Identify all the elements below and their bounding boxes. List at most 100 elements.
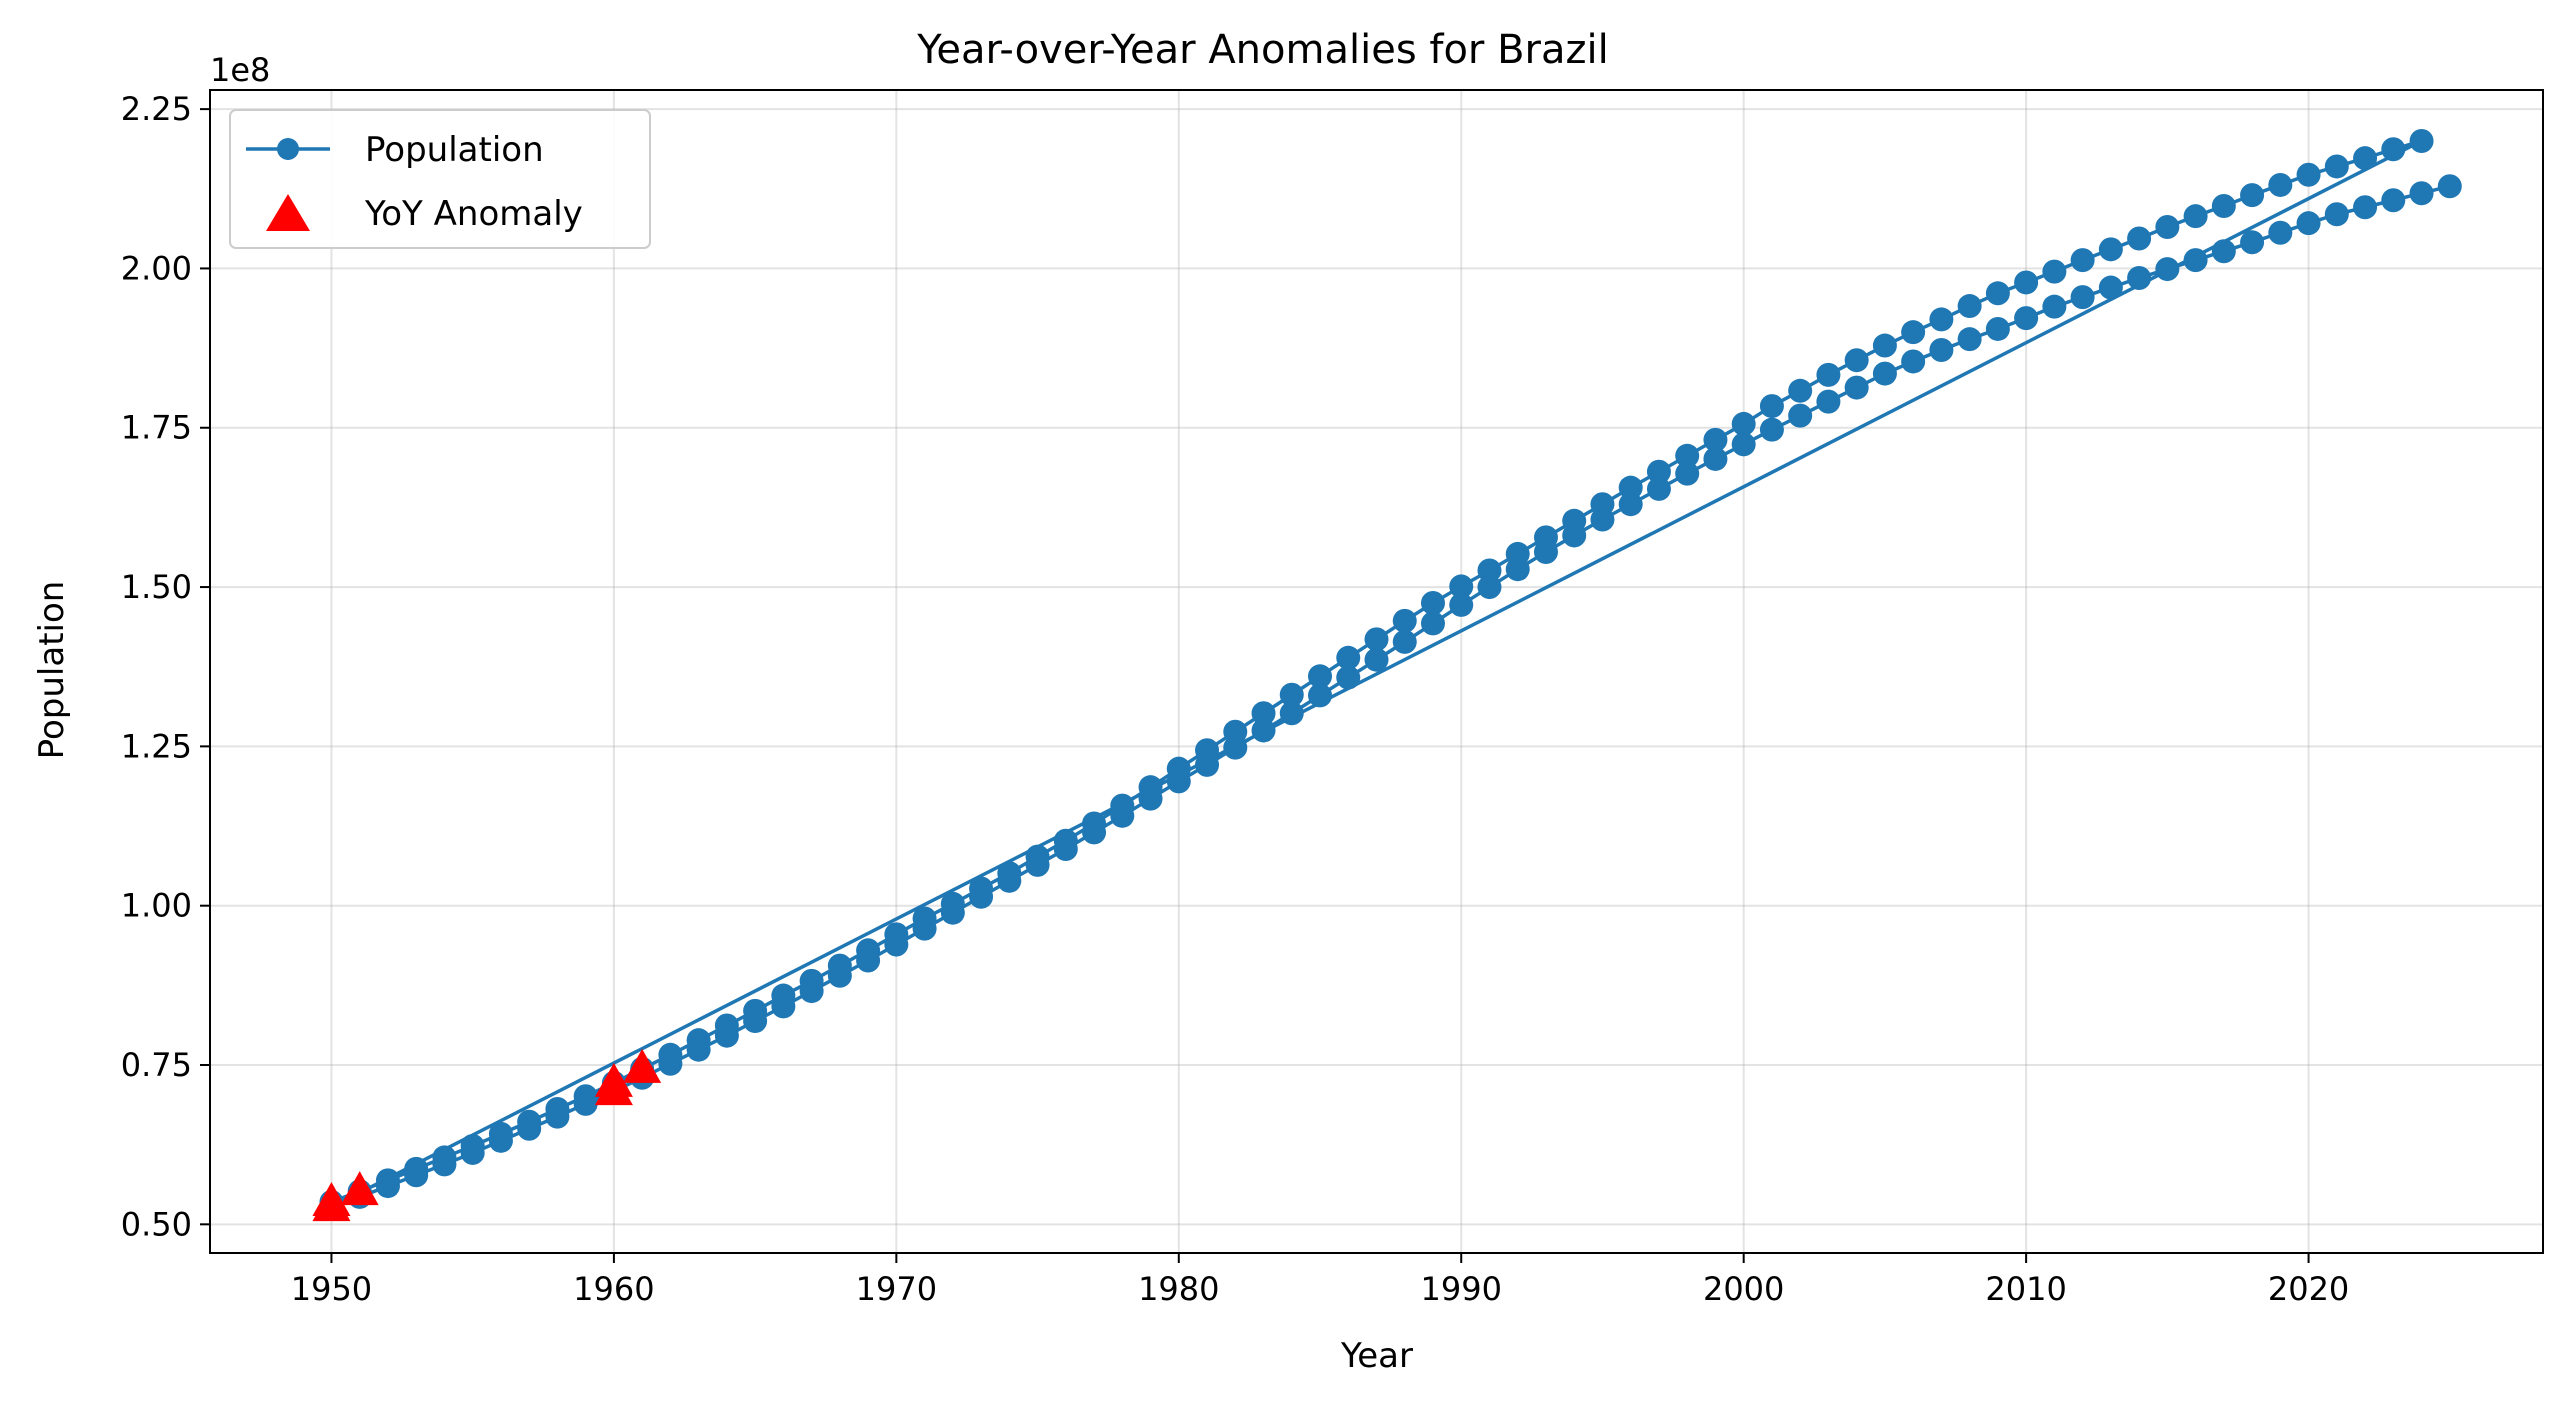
population-point [1420,611,1445,636]
population-point [1844,348,1869,373]
y-tick-label: 1.25 [121,727,192,765]
grid [210,90,2543,1253]
population-point [1957,294,1982,319]
legend-triangle-marker [266,194,310,231]
legend-circle-marker [277,138,299,160]
population-point [517,1116,542,1141]
population-point [2240,183,2265,208]
population-point [1929,307,1954,332]
anomaly-point [340,1171,379,1206]
x-tick-label: 2010 [1985,1270,2066,1308]
population-point [1759,394,1784,419]
population-point [1844,375,1869,400]
population-point [2014,306,2039,331]
population-point [2353,195,2378,220]
y-tick-label: 0.50 [121,1205,192,1243]
population-point [2240,230,2265,255]
population-point [2211,193,2236,218]
population-point [912,916,937,941]
population-point [488,1128,513,1153]
population-point [1985,316,2010,341]
population-point [771,994,796,1019]
population-point [1929,338,1954,363]
population-point [460,1140,485,1165]
population-point [2155,257,2180,282]
axis-ticks: 1950 1960 1970 1980 1990 2000 2010 2020 0.50 0.75… [121,90,2350,1308]
population-point [1336,665,1361,690]
population-point [573,1091,598,1116]
population-point [2296,162,2321,187]
population-point [1590,507,1615,532]
population-point [1901,349,1926,374]
population-point [827,963,852,988]
plot-frame [209,89,2544,1254]
population-point [2437,174,2462,199]
population-point [686,1037,711,1062]
population-point [997,868,1022,893]
series-markers [312,128,2462,1222]
population-point [1279,682,1304,707]
population-point [1703,427,1728,452]
population-point [404,1163,429,1188]
population-point [2381,137,2406,162]
population-point [2409,181,2434,206]
x-tick-label: 1980 [1138,1270,1219,1308]
population-point [1308,683,1333,708]
population-point [1279,701,1304,726]
population-point [432,1152,457,1177]
population-point [799,979,824,1004]
population-point [1336,645,1361,670]
legend-label-population: Population [365,130,544,170]
population-point [1223,735,1248,760]
x-tick-label: 1950 [291,1270,372,1308]
population-point [1646,459,1671,484]
y-tick-label: 1.50 [121,568,192,606]
population-point [1816,389,1841,414]
population-point [2268,172,2293,197]
population-point [658,1051,683,1076]
population-point [1985,281,2010,306]
chart-title: Year-over-Year Anomalies for Brazil [916,27,1608,73]
population-point [1957,327,1982,352]
population-point [1562,523,1587,548]
population-point [714,1023,739,1048]
population-point [1477,558,1502,583]
population-point [2127,226,2152,251]
population-point [375,1174,400,1199]
y-tick-label: 2.00 [121,249,192,287]
population-point [1646,476,1671,501]
y-axis-label: Population [32,581,72,760]
population-point [1477,575,1502,600]
population-point [2211,239,2236,264]
population-point [1392,629,1417,654]
population-point [1364,627,1389,652]
population-point [1872,361,1897,386]
population-point [1420,590,1445,615]
population-point [1449,574,1474,599]
population-point [969,884,994,909]
population-point [2324,154,2349,179]
anomaly-point [312,1182,351,1217]
population-point [1731,432,1756,457]
population-point [2324,202,2349,227]
population-point [2268,220,2293,245]
population-point [1618,475,1643,500]
population-point [1110,803,1135,828]
x-tick-label: 2000 [1703,1270,1784,1308]
population-point [1618,492,1643,517]
population-point [2042,259,2067,284]
population-point [1533,540,1558,565]
population-point [1251,718,1276,743]
population-point [1703,446,1728,471]
x-tick-label: 2020 [2268,1270,2349,1308]
population-point [1505,557,1530,582]
y-tick-label: 1.75 [121,409,192,447]
y-tick-label: 2.25 [121,90,192,128]
population-point [1251,701,1276,726]
population-point [1788,378,1813,403]
x-tick-label: 1960 [573,1270,654,1308]
population-point [1788,403,1813,428]
population-point [1675,461,1700,486]
population-point [1166,769,1191,794]
